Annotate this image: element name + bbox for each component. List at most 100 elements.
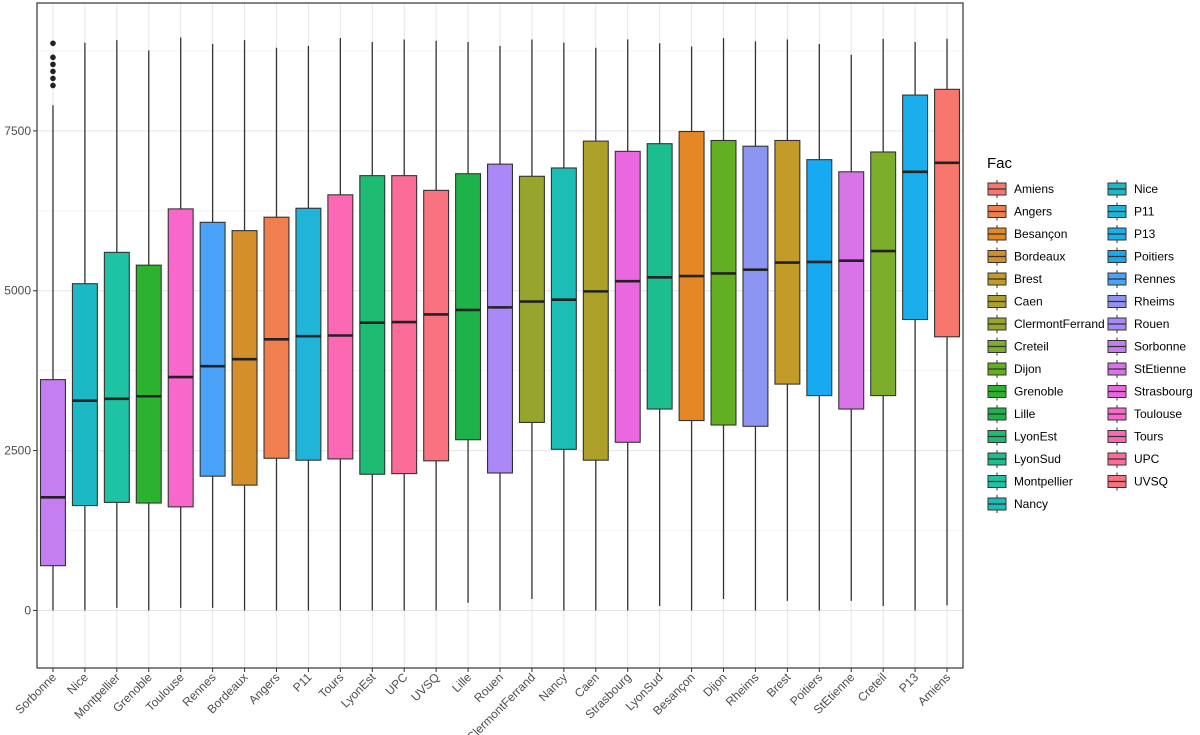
outlier-point: [50, 68, 56, 75]
box-Caen: [582, 47, 609, 611]
box-iqr: [327, 194, 354, 460]
box-Sorbonne: [39, 40, 66, 611]
box-iqr: [838, 171, 865, 410]
box-Toulouse: [167, 37, 194, 608]
legend-item-Strasbourg: Strasbourg: [1107, 382, 1193, 401]
box-Nice: [71, 42, 98, 611]
box-Montpellier: [103, 40, 130, 608]
box-UPC: [391, 39, 418, 611]
box-iqr: [263, 216, 290, 459]
legend-item-StEtienne: StEtienne: [1107, 360, 1186, 378]
x-tick-label: Nice: [64, 670, 91, 697]
legend-item-Creteil: Creteil: [987, 337, 1049, 356]
x-tick-label: LyonEst: [338, 670, 379, 711]
box-iqr: [423, 189, 450, 462]
box-iqr: [582, 140, 609, 461]
legend-label: Angers: [1014, 205, 1052, 219]
x-tick-label: Creteil: [855, 670, 889, 704]
legend-item-Lille: Lille: [987, 405, 1036, 423]
box-Angers: [263, 47, 290, 611]
legend-label: Tours: [1134, 430, 1163, 444]
box-iqr: [870, 151, 897, 397]
x-axis: Sorbonne NiceMontpellierGrenobleToulouseR…: [12, 668, 953, 735]
box-iqr: [167, 208, 194, 508]
y-axis: 0 2500 5000 7500: [4, 124, 37, 617]
legend-item-Montpellier: Montpellier: [987, 472, 1073, 491]
box-iqr: [135, 264, 162, 504]
legend-item-Poitiers: Poitiers: [1107, 247, 1174, 266]
box-iqr: [486, 163, 514, 474]
x-tick-label: Amiens: [915, 670, 953, 708]
x-tick-label: Rheims: [723, 670, 762, 709]
box-iqr: [614, 150, 641, 443]
box-iqr: [39, 379, 66, 567]
y-tick-label: 7500: [4, 124, 31, 138]
y-tick-label: 0: [24, 603, 31, 617]
legend-item-Bordeaux: Bordeaux: [987, 247, 1065, 266]
y-tick-label: 2500: [4, 444, 31, 458]
legend-label: Poitiers: [1134, 250, 1174, 264]
legend-item-Sorbonne: Sorbonne: [1107, 337, 1186, 356]
legend-item-Brest: Brest: [987, 270, 1043, 288]
legend-label: Dijon: [1014, 362, 1041, 376]
box-iqr: [806, 159, 833, 397]
legend: Fac Amiens Angers Besançon Bordeaux Brest Cae…: [987, 155, 1193, 513]
legend-label: Toulouse: [1134, 407, 1182, 421]
box-LyonSud: [646, 43, 673, 606]
box-iqr: [742, 145, 769, 427]
box-Grenoble: [135, 50, 162, 611]
x-tick-label: Lille: [449, 670, 474, 695]
legend-label: Sorbonne: [1134, 340, 1186, 354]
box-StEtienne: [838, 54, 865, 601]
legend-label: Montpellier: [1014, 475, 1073, 489]
legend-label: Brest: [1014, 272, 1043, 286]
legend-item-Tours: Tours: [1107, 427, 1163, 446]
box-Besançon: [678, 46, 705, 611]
legend-item-Rouen: Rouen: [1107, 315, 1169, 333]
outlier-point: [50, 54, 56, 61]
legend-item-UPC: UPC: [1107, 450, 1160, 468]
box-Tours: [327, 38, 354, 611]
box-series: [39, 37, 961, 611]
legend-label: P13: [1134, 227, 1156, 241]
legend-label: Creteil: [1014, 340, 1049, 354]
outlier-point: [50, 82, 56, 89]
legend-item-Angers: Angers: [987, 202, 1052, 221]
legend-title: Fac: [987, 155, 1013, 172]
box-Dijon: [710, 38, 737, 599]
legend-item-Rheims: Rheims: [1107, 292, 1175, 311]
legend-item-Amiens: Amiens: [987, 180, 1054, 198]
legend-item-ClermontFerrand: ClermontFerrand: [987, 315, 1105, 333]
box-Bordeaux: [231, 40, 258, 611]
legend-item-LyonEst: LyonEst: [987, 427, 1058, 446]
legend-item-P13: P13: [1107, 225, 1156, 243]
box-iqr: [934, 88, 961, 338]
legend-label: Rheims: [1134, 295, 1175, 309]
x-tick-label: Nancy: [536, 670, 570, 704]
legend-item-Rennes: Rennes: [1107, 270, 1175, 288]
box-iqr: [902, 94, 929, 321]
legend-label: Amiens: [1014, 182, 1054, 196]
legend-label: UVSQ: [1134, 475, 1168, 489]
box-iqr: [710, 139, 737, 426]
box-Rheims: [742, 41, 769, 611]
box-UVSQ: [423, 40, 450, 611]
box-P11: [295, 45, 322, 611]
legend-label: Grenoble: [1014, 385, 1064, 399]
legend-item-LyonSud: LyonSud: [987, 450, 1061, 468]
outlier-point: [50, 40, 56, 47]
box-P13: [902, 42, 929, 611]
outlier-point: [50, 75, 56, 82]
box-Nancy: [550, 42, 577, 611]
legend-label: Strasbourg: [1134, 385, 1193, 399]
x-tick-label: P11: [290, 670, 315, 695]
legend-label: Bordeaux: [1014, 250, 1065, 264]
legend-item-Grenoble: Grenoble: [987, 382, 1064, 401]
box-Brest: [774, 39, 801, 601]
legend-item-Caen: Caen: [987, 292, 1043, 311]
box-Rennes: [199, 43, 226, 608]
box-Creteil: [870, 38, 897, 606]
legend-item-Nice: Nice: [1107, 180, 1158, 198]
legend-label: Caen: [1014, 295, 1043, 309]
box-Strasbourg: [614, 39, 641, 611]
